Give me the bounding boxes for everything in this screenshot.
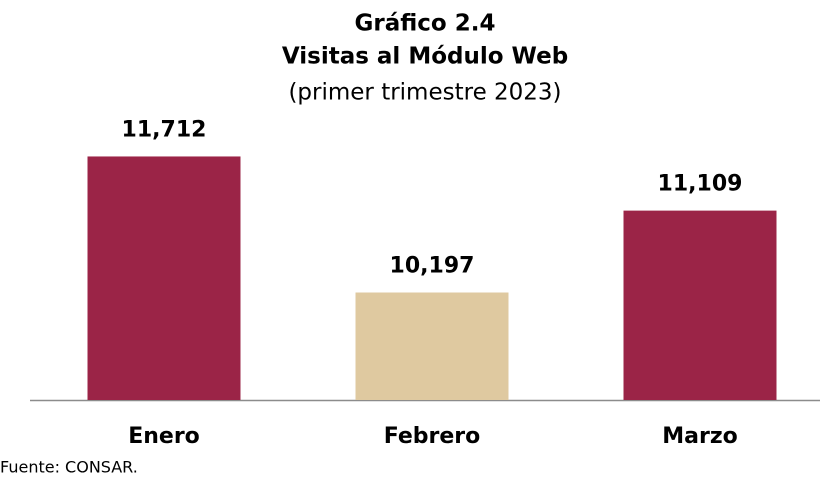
data-label: 10,197	[390, 254, 475, 279]
x-tick-label: Febrero	[384, 424, 481, 449]
source-note: Fuente: CONSAR.	[0, 458, 138, 477]
data-label: 11,712	[122, 117, 207, 142]
data-label: 11,109	[658, 172, 743, 197]
bar	[623, 210, 777, 400]
x-tick-label: Marzo	[662, 424, 738, 449]
bar	[87, 156, 241, 400]
bar	[355, 292, 509, 400]
chart-subtitle: (primer trimestre 2023)	[288, 80, 561, 106]
x-tick-label: Enero	[128, 424, 200, 449]
chart-title: Gráfico 2.4	[355, 11, 496, 37]
chart-title: Visitas al Módulo Web	[282, 44, 568, 70]
